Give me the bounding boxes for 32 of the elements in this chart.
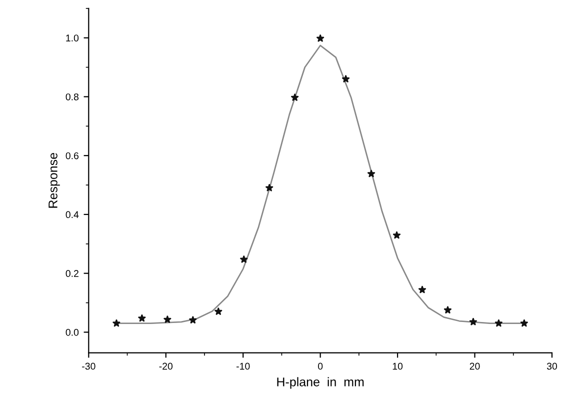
x-tick-label: 10 <box>392 362 403 370</box>
point <box>342 75 350 82</box>
point <box>164 316 172 323</box>
point <box>291 94 299 101</box>
point <box>240 256 248 263</box>
point <box>418 286 426 294</box>
point <box>189 316 197 324</box>
y-tick-label: 0.2 <box>66 270 78 277</box>
point <box>392 231 401 239</box>
x-tick-label: 20 <box>470 362 480 370</box>
point <box>266 184 274 192</box>
x-tick-label: -20 <box>159 362 173 370</box>
x-tick-label: 30 <box>546 362 558 370</box>
y-tick-label: 0.8 <box>66 93 79 100</box>
point <box>494 319 502 327</box>
point <box>138 314 146 322</box>
point <box>214 308 222 315</box>
point <box>316 34 324 42</box>
x-axis-title: H-plane in mm <box>277 377 364 389</box>
x-tick-label: 0 <box>318 362 323 370</box>
point <box>469 318 478 326</box>
y-tick-label: 0.4 <box>66 211 79 218</box>
y-tick-label: 0.0 <box>66 328 79 336</box>
point <box>112 319 120 327</box>
point <box>520 319 528 327</box>
point <box>367 170 376 178</box>
y-tick-label: 1.0 <box>66 34 79 42</box>
y-axis-title: Response <box>48 153 60 208</box>
y-tick-label: 0.6 <box>66 152 79 160</box>
point <box>444 306 452 314</box>
x-tick-label: -30 <box>82 362 96 370</box>
x-tick-label: -10 <box>236 362 250 370</box>
